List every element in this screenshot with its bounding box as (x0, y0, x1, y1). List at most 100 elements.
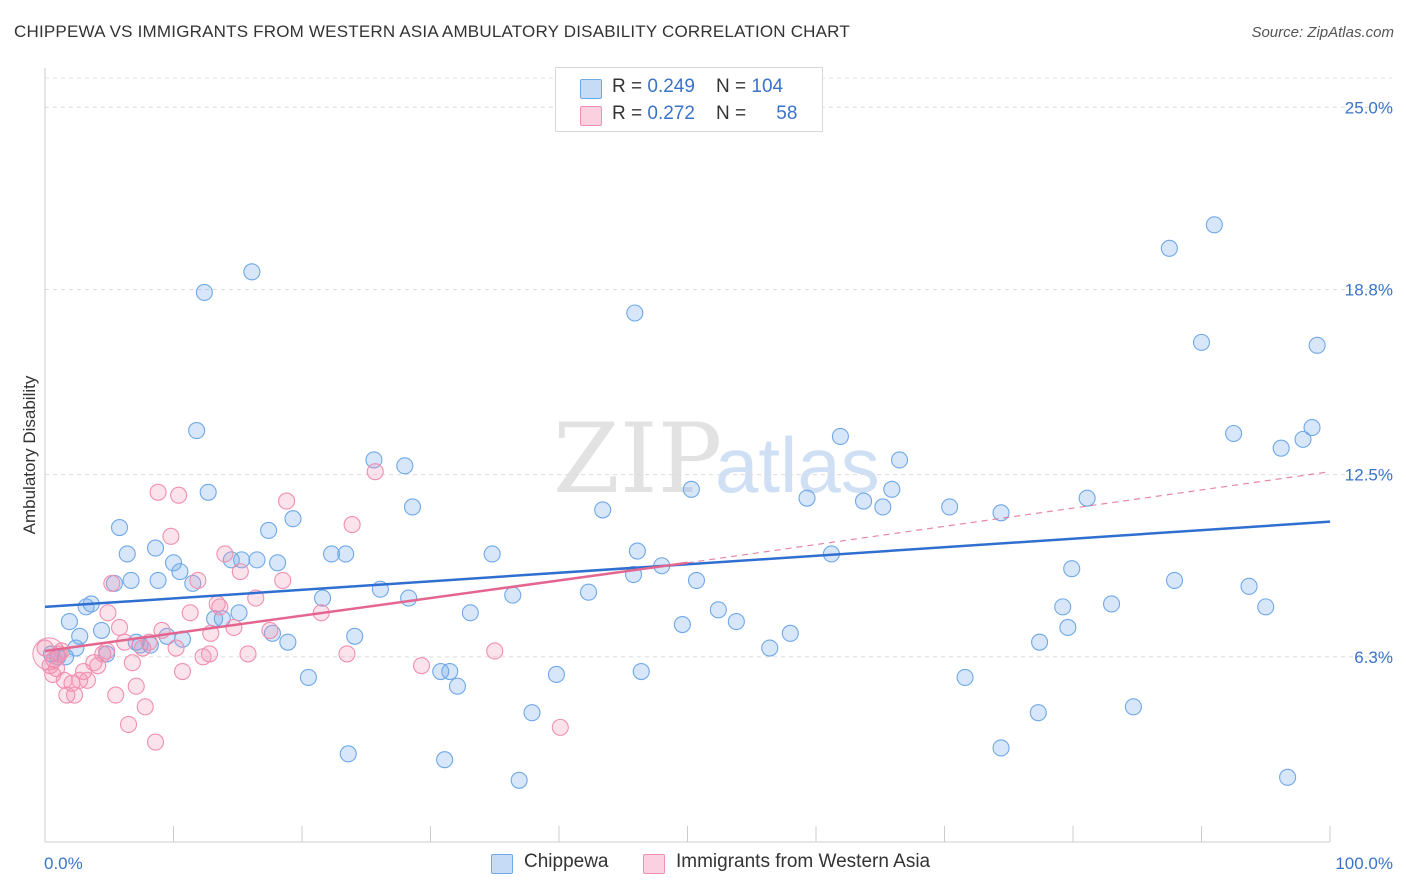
western-asia-swatch (580, 106, 602, 126)
chippewa-point (1279, 768, 1297, 786)
chippewa-point (314, 589, 332, 607)
western-asia-trend-extension (687, 471, 1331, 564)
chippewa-point (260, 521, 278, 540)
watermark: ZIP atlas (553, 403, 880, 515)
western-asia-point (167, 639, 185, 657)
chippewa-point (195, 283, 213, 301)
western-asia-point (211, 598, 229, 616)
chippewa-point (171, 563, 189, 581)
chippewa-point (890, 451, 909, 469)
chippewa-point (1160, 239, 1178, 257)
chippewa-point (941, 498, 959, 516)
chippewa-point (1192, 333, 1211, 351)
western-asia-point (107, 686, 125, 704)
chippewa-point (761, 639, 779, 657)
western-asia-point (181, 604, 199, 622)
chippewa-point (269, 554, 287, 572)
chippewa-point (118, 545, 136, 563)
y-tick-label: 25.0% (1345, 98, 1393, 117)
western-asia-point (123, 654, 141, 672)
chippewa-point (337, 545, 355, 563)
western-asia-point (239, 645, 257, 663)
chippewa-point (164, 554, 183, 572)
chippewa-point (1240, 577, 1258, 595)
chippewa-point (632, 662, 650, 681)
western-asia-point (486, 642, 504, 660)
chippewa-trend-line (44, 520, 1331, 609)
x-tick-label: 0.0% (44, 854, 83, 873)
source-credit: Source: ZipAtlas.com (1251, 24, 1394, 41)
correlation-legend: R = 0.249 N = 104 R = 0.272 N = 58 (555, 67, 823, 132)
chippewa-point (230, 604, 248, 622)
chippewa-point (798, 489, 816, 507)
y-tick-label: 18.8% (1345, 280, 1393, 299)
r-value: 0.272 (647, 103, 695, 124)
chippewa-swatch (580, 79, 602, 99)
chippewa-point (403, 498, 422, 516)
n-label: N = (716, 76, 752, 97)
chippewa-point (441, 662, 459, 681)
western-asia-point (146, 733, 165, 751)
watermark-atlas: atlas (715, 421, 880, 509)
chippewa-point (709, 601, 727, 619)
western-asia-trend-line (44, 561, 688, 653)
chippewa-point (1225, 424, 1243, 443)
western-asia-point (66, 686, 84, 704)
western-asia-point (366, 463, 384, 481)
x-tick-label: 100.0% (1335, 854, 1393, 873)
chippewa-point (396, 457, 414, 475)
western-asia-point (99, 604, 117, 622)
chippewa-point (284, 510, 302, 528)
western-asia-point (343, 516, 361, 534)
chippewa-point (1103, 595, 1121, 613)
chart-title: CHIPPEWA VS IMMIGRANTS FROM WESTERN ASIA… (14, 22, 850, 41)
chippewa-point (1059, 618, 1077, 637)
chippewa-point (1054, 598, 1072, 616)
chippewa-point (626, 304, 644, 322)
watermark-zip: ZIP (553, 403, 722, 515)
chippewa-point (199, 483, 217, 501)
chippewa-point (874, 498, 892, 516)
chippewa-point (1308, 336, 1326, 354)
chippewa-point (110, 518, 129, 537)
chippewa-point (122, 571, 140, 589)
chippewa-point (1063, 560, 1081, 578)
western-asia-point (278, 492, 296, 510)
chippewa-point (547, 665, 565, 684)
western-asia-points (32, 463, 569, 751)
western-asia-point (216, 545, 234, 563)
y-tick-label: 6.3% (1354, 648, 1393, 667)
chippewa-point (504, 586, 522, 604)
y-tick-label: 12.5% (1345, 466, 1393, 485)
chippewa-point (580, 583, 598, 601)
chippewa-point (1029, 704, 1047, 722)
chippewa-point (243, 263, 261, 281)
chippewa-point (883, 480, 901, 498)
chippewa-point (299, 668, 317, 686)
western-asia-point (225, 618, 243, 637)
chippewa-points (42, 216, 1326, 789)
western-asia-point (189, 571, 207, 589)
western-asia-point (149, 483, 167, 501)
chippewa-point (523, 704, 541, 722)
western-asia-point (551, 718, 569, 736)
chippewa-point (339, 745, 357, 763)
chippewa-point (346, 627, 364, 645)
chippewa-point (483, 545, 501, 563)
western-asia-point (412, 657, 431, 675)
chippewa-point (781, 624, 799, 642)
western-asia-point (261, 621, 279, 639)
western-asia-point (98, 642, 116, 660)
chippewa-point (727, 613, 745, 631)
chippewa-point (222, 551, 240, 569)
chippewa-point (1124, 698, 1142, 716)
chippewa-point (673, 615, 691, 634)
chippewa-point (682, 480, 700, 498)
chippewa-point (188, 421, 206, 440)
chippewa-point (432, 662, 450, 681)
western-asia-point (170, 486, 188, 504)
chippewa-point (1257, 598, 1275, 616)
r-label: R = (612, 103, 648, 124)
chippewa-point (92, 621, 111, 639)
chippewa-point (1294, 430, 1312, 448)
